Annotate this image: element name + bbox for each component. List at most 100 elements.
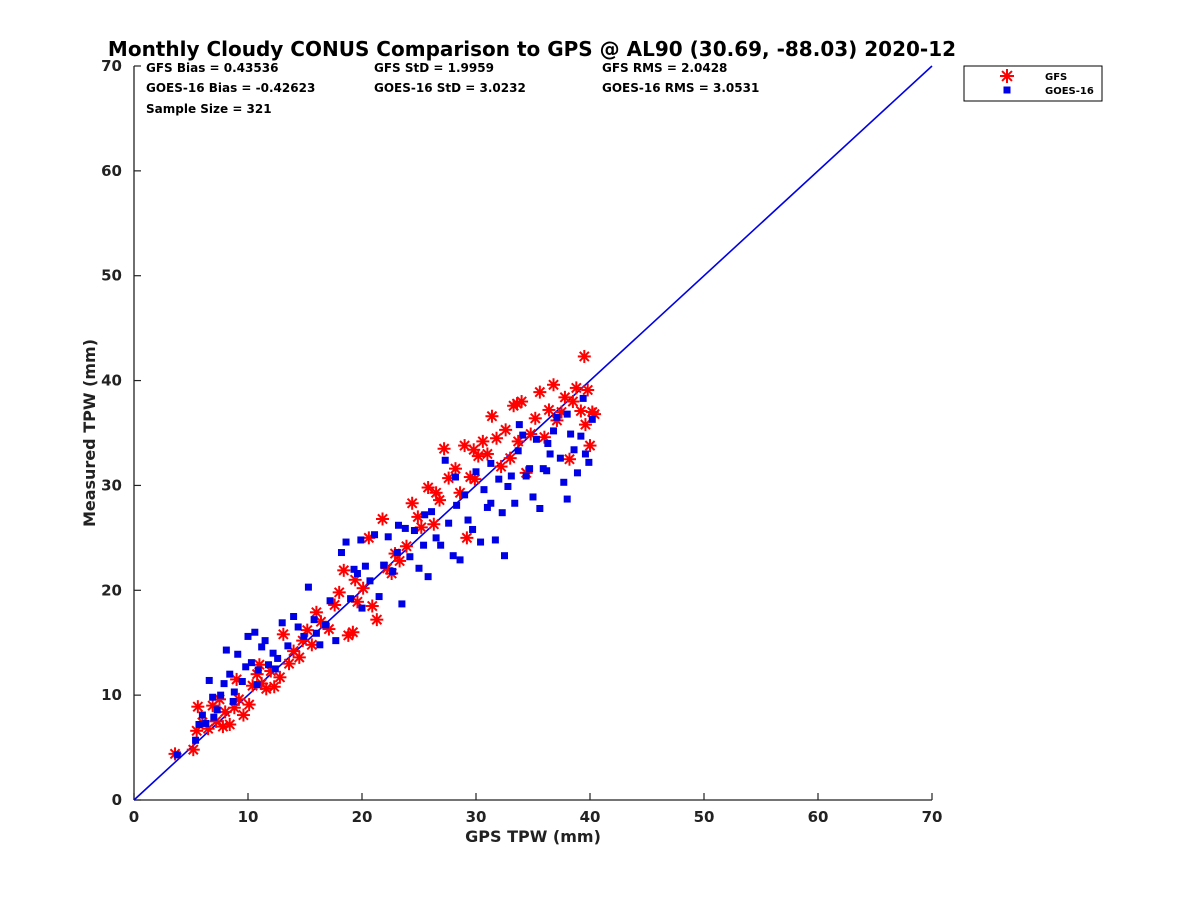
gfs-point bbox=[476, 434, 490, 448]
goes-16-point bbox=[401, 524, 409, 532]
gfs-point bbox=[242, 698, 256, 712]
gfs-point bbox=[460, 531, 474, 545]
goes-16-point bbox=[563, 410, 571, 418]
gfs-point bbox=[510, 397, 524, 411]
goes-16-point bbox=[384, 533, 392, 541]
goes-16-point bbox=[556, 454, 564, 462]
goes-16-point bbox=[420, 541, 428, 549]
gfs-point bbox=[399, 539, 413, 553]
y-tick-label: 0 bbox=[112, 791, 122, 809]
goes-16-point bbox=[332, 637, 340, 645]
gfs-point bbox=[376, 512, 390, 526]
goes-16-point bbox=[487, 499, 495, 507]
legend-label: GOES-16 bbox=[1045, 86, 1094, 97]
goes-16-point bbox=[316, 641, 324, 649]
goes-16-point bbox=[428, 508, 436, 516]
goes-16-point bbox=[529, 493, 537, 501]
x-tick-label: 10 bbox=[238, 808, 259, 826]
goes-16-point bbox=[342, 538, 350, 546]
goes-16-point bbox=[560, 478, 568, 486]
goes-16-point bbox=[519, 431, 527, 439]
goes-16-point bbox=[350, 565, 358, 573]
goes-16-point bbox=[421, 511, 429, 519]
stat-label: Sample Size = 321 bbox=[146, 102, 272, 116]
gfs-point bbox=[393, 554, 407, 568]
gfs-point bbox=[503, 451, 517, 465]
goes-16-point bbox=[337, 549, 345, 557]
goes-16-point bbox=[226, 670, 234, 678]
goes-16-point bbox=[205, 676, 213, 684]
gfs-point bbox=[186, 743, 200, 757]
goes-16-point bbox=[222, 646, 230, 654]
y-tick-label: 20 bbox=[101, 581, 122, 599]
gfs-point bbox=[309, 605, 323, 619]
gfs-point bbox=[542, 403, 556, 417]
stat-label: GFS RMS = 2.0428 bbox=[602, 61, 727, 75]
goes-16-point bbox=[498, 509, 506, 517]
goes-16-point bbox=[464, 516, 472, 524]
gfs-point bbox=[578, 418, 592, 432]
goes-16-point bbox=[265, 661, 273, 669]
goes-16-point bbox=[480, 486, 488, 494]
x-tick-label: 0 bbox=[129, 808, 139, 826]
goes-16-point bbox=[353, 570, 361, 578]
goes-16-point bbox=[347, 595, 355, 603]
x-tick-label: 70 bbox=[922, 808, 943, 826]
gfs-point bbox=[494, 460, 508, 474]
x-tick-label: 20 bbox=[352, 808, 373, 826]
goes-16-point bbox=[261, 637, 269, 645]
gfs-point bbox=[528, 411, 542, 425]
y-tick-label: 30 bbox=[101, 476, 122, 494]
gfs-point bbox=[427, 517, 441, 531]
goes-16-point bbox=[358, 604, 366, 612]
goes-16-point bbox=[361, 562, 369, 570]
goes-16-point bbox=[300, 632, 308, 640]
stat-label: GOES-16 Bias = -0.42623 bbox=[146, 81, 315, 95]
goes-16-point bbox=[501, 552, 508, 560]
goes-16-point bbox=[424, 573, 432, 581]
goes-16-point bbox=[247, 659, 255, 667]
goes-16-point bbox=[326, 597, 334, 605]
goes-16-point bbox=[487, 459, 495, 467]
goes-16-point bbox=[244, 632, 252, 640]
goes-16-point bbox=[415, 564, 423, 572]
goes-16-point bbox=[366, 577, 374, 585]
gfs-point bbox=[458, 439, 472, 453]
goes-16-point bbox=[579, 394, 587, 402]
goes-16-point bbox=[234, 650, 242, 658]
goes-16-point bbox=[202, 719, 210, 727]
goes-16-point bbox=[173, 751, 181, 759]
gfs-point bbox=[337, 563, 351, 577]
gfs-point bbox=[583, 439, 597, 453]
stat-label: GFS Bias = 0.43536 bbox=[146, 61, 278, 75]
chart-title: Monthly Cloudy CONUS Comparison to GPS @… bbox=[108, 37, 956, 61]
goes-16-point bbox=[526, 465, 534, 473]
gfs-point bbox=[471, 449, 485, 463]
gfs-point bbox=[581, 383, 595, 397]
gfs-point bbox=[370, 613, 384, 627]
goes-16-point bbox=[393, 549, 401, 557]
goes-16-point bbox=[441, 456, 449, 464]
goes-16-point bbox=[274, 654, 282, 662]
goes-16-point bbox=[511, 499, 519, 507]
goes-16-point bbox=[217, 691, 225, 699]
x-tick-label: 50 bbox=[694, 808, 715, 826]
goes-16-point bbox=[251, 628, 259, 636]
goes-16-point bbox=[406, 553, 414, 561]
goes-16-point bbox=[209, 693, 217, 701]
goes-16-point bbox=[371, 531, 379, 539]
goes-16-point bbox=[230, 688, 238, 696]
gfs-point bbox=[499, 423, 513, 437]
legend-label: GFS bbox=[1045, 72, 1067, 83]
goes-16-point bbox=[544, 439, 552, 447]
goes-16-point bbox=[198, 711, 206, 719]
x-tick-label: 40 bbox=[580, 808, 601, 826]
goes-16-point bbox=[195, 721, 203, 729]
goes-16-point bbox=[483, 503, 491, 511]
goes-16-point bbox=[495, 475, 503, 483]
gfs-point bbox=[547, 378, 561, 392]
gfs-point bbox=[562, 452, 576, 466]
gfs-point bbox=[282, 657, 296, 671]
goes-16-point bbox=[290, 613, 298, 620]
